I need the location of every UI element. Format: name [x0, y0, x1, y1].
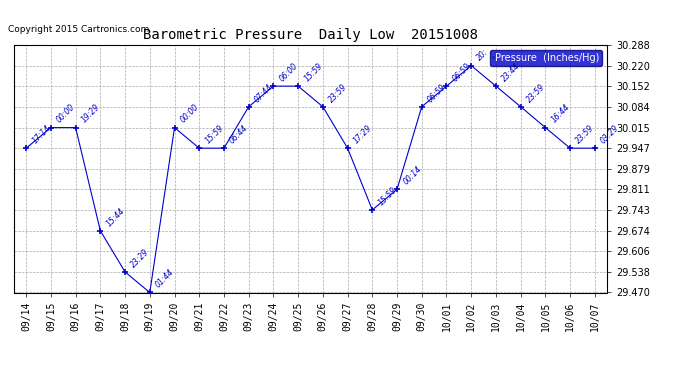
Text: 17:29: 17:29: [352, 123, 374, 146]
Text: 06:00: 06:00: [277, 62, 299, 83]
Text: 07:44: 07:44: [253, 82, 275, 104]
Legend: Pressure  (Inches/Hg): Pressure (Inches/Hg): [490, 50, 602, 66]
Text: 16:44: 16:44: [549, 103, 571, 125]
Text: 06:59: 06:59: [451, 62, 473, 83]
Title: Barometric Pressure  Daily Low  20151008: Barometric Pressure Daily Low 20151008: [143, 28, 478, 42]
Text: 03:29: 03:29: [599, 123, 621, 146]
Text: Copyright 2015 Cartronics.com: Copyright 2015 Cartronics.com: [8, 25, 149, 34]
Text: 06:44: 06:44: [228, 123, 250, 146]
Text: 19:29: 19:29: [80, 103, 102, 125]
Text: 17:14: 17:14: [30, 123, 52, 146]
Text: 23:59: 23:59: [525, 82, 547, 104]
Text: 00:00: 00:00: [179, 103, 201, 125]
Text: 23:59: 23:59: [574, 123, 596, 146]
Text: 23:44: 23:44: [500, 62, 522, 83]
Text: 23:59: 23:59: [327, 82, 349, 104]
Text: 00:00: 00:00: [55, 103, 77, 125]
Text: 00:14: 00:14: [401, 165, 423, 186]
Text: 15:59: 15:59: [377, 185, 399, 207]
Text: 15:44: 15:44: [104, 206, 126, 228]
Text: 06:59: 06:59: [426, 82, 448, 104]
Text: 15:59: 15:59: [302, 62, 324, 83]
Text: 20:: 20:: [475, 48, 491, 63]
Text: 23:29: 23:29: [129, 247, 151, 269]
Text: 15:59: 15:59: [204, 123, 226, 146]
Text: 01:44: 01:44: [154, 268, 176, 290]
